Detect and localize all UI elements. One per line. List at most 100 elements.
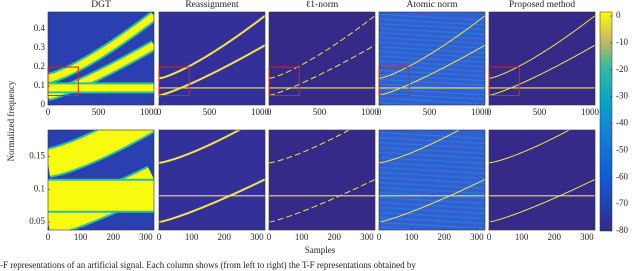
noise (379, 90, 485, 98)
noise (379, 169, 485, 177)
ridge (379, 15, 485, 79)
x-tick-label: 200 (106, 232, 120, 242)
x-tick-label: 200 (547, 232, 561, 242)
heatmap (489, 130, 595, 230)
noise (379, 219, 485, 227)
ridge (159, 44, 265, 97)
x-tick-label: 200 (217, 232, 231, 242)
zoom-box (158, 66, 190, 97)
colorbar-tick-label: -40 (616, 118, 628, 128)
ridge (159, 130, 242, 164)
noise (379, 81, 485, 89)
noise (379, 83, 485, 91)
ridge (269, 15, 375, 79)
noise (379, 144, 485, 152)
y-tick-label: 0 (41, 99, 46, 109)
noise (379, 55, 485, 63)
x-tick-label: 100 (185, 232, 199, 242)
x-tick-label: 500 (423, 107, 437, 117)
x-tick-label: 1000 (251, 107, 270, 117)
colorbar (599, 11, 613, 232)
noise (379, 97, 485, 105)
ridge (489, 15, 595, 79)
ridge (269, 44, 375, 96)
noise (379, 36, 485, 45)
noise (379, 27, 485, 35)
noise (379, 18, 485, 26)
frame (158, 129, 266, 231)
heatmap (159, 12, 265, 105)
colorbar-tick-label: -80 (616, 225, 628, 235)
noise (379, 201, 485, 210)
noise (379, 95, 485, 103)
noise (379, 189, 485, 197)
x-tick-label: 1000 (581, 107, 600, 117)
noise (379, 184, 485, 192)
x-tick-label: 500 (533, 107, 547, 117)
x-tick-label: 0 (377, 107, 382, 117)
x-tick-label: 200 (437, 232, 451, 242)
ridge (48, 130, 154, 176)
zoom-box (47, 66, 79, 97)
noise (379, 209, 485, 217)
noise (379, 20, 485, 28)
frame (268, 11, 376, 106)
noise (379, 136, 485, 145)
heatmap (489, 12, 595, 105)
noise (379, 48, 485, 56)
frame (268, 129, 376, 231)
noise (379, 176, 485, 185)
x-tick-label: 1000 (361, 107, 380, 117)
noise (379, 164, 485, 172)
noise (379, 50, 485, 59)
x-tick-label: 1000 (140, 107, 159, 117)
x-tick-label: 0 (487, 232, 492, 242)
x-tick-label: 0 (267, 107, 272, 117)
y-tick-label: 0.1 (34, 80, 45, 90)
noise (379, 64, 485, 73)
x-tick-label: 300 (250, 232, 264, 242)
heatmap-bg (489, 130, 595, 230)
zoom-box (378, 66, 410, 97)
noise (379, 46, 485, 54)
x-tick-label: 500 (313, 107, 327, 117)
noise (379, 12, 485, 19)
noise (379, 32, 485, 40)
noise (379, 78, 485, 87)
heatmap (159, 130, 265, 230)
colorbar-tick-label: -60 (616, 171, 628, 181)
noise (379, 216, 485, 225)
heatmap-bg (269, 130, 375, 230)
heatmap (269, 12, 375, 105)
panel-title: Reassignment (185, 0, 239, 10)
noise (379, 53, 485, 61)
noise (379, 161, 485, 170)
x-tick-label: 0 (377, 232, 382, 242)
ridge (159, 14, 265, 80)
noise (379, 71, 485, 80)
heatmap (48, 130, 154, 230)
ridge (489, 130, 571, 164)
noise (379, 149, 485, 157)
noise (379, 92, 485, 100)
y-tick-label: 0.1 (34, 183, 45, 193)
x-tick-label: 100 (295, 232, 309, 242)
colorbar-tick-label: -20 (616, 64, 628, 74)
noise (379, 99, 472, 105)
noise (379, 214, 485, 222)
noise (379, 43, 485, 52)
ridge (379, 178, 485, 223)
noise (379, 41, 485, 49)
noise (379, 76, 485, 84)
ridge (379, 44, 485, 96)
x-tick-label: 500 (203, 107, 217, 117)
y-tick-label: 0.4 (34, 23, 46, 33)
noise (379, 102, 431, 105)
x-tick-label: 100 (515, 232, 529, 242)
colorbar-tick-label: -70 (616, 198, 628, 208)
heatmap (379, 130, 485, 230)
x-tick-label: 100 (405, 232, 419, 242)
noise (379, 186, 485, 195)
x-tick-label: 0 (46, 232, 51, 242)
x-tick-label: 300 (139, 232, 153, 242)
